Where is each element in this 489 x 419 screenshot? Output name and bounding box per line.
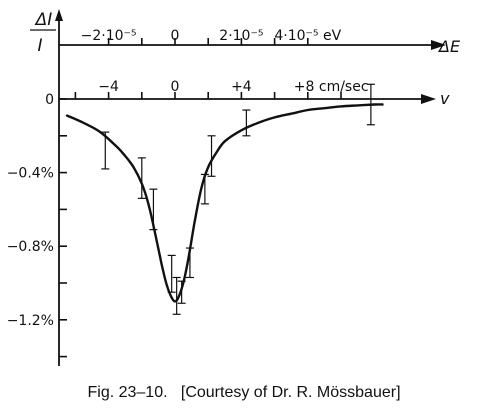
error-bar-point [366, 83, 375, 126]
y-tick-label: 0 [45, 92, 54, 108]
velocity-axis-arrowhead [421, 94, 436, 104]
velocity-tick-label: −4 [98, 79, 119, 95]
error-bar-point [242, 109, 251, 137]
energy-axis-arrowhead [431, 40, 446, 50]
velocity-axis-name: v [440, 89, 450, 108]
error-bar-point [167, 254, 176, 293]
energy-tick-label: 4·10⁻⁵ eV [274, 28, 341, 44]
energy-tick-label: 0 [171, 28, 180, 44]
error-bar-point [149, 188, 158, 231]
velocity-axis-ticks: −4 0 +4 +8 cm/sec [74, 79, 369, 99]
error-bar-point [101, 131, 110, 170]
error-bar-point [200, 173, 209, 205]
error-bar-point [172, 276, 181, 315]
error-bar-point [137, 157, 146, 199]
y-axis-arrowhead [55, 9, 63, 21]
energy-tick-label: −2·10⁻⁵ [81, 28, 137, 44]
figure-caption: Fig. 23–10. [Courtesy of Dr. R. Mössbaue… [87, 384, 400, 401]
velocity-tick-label: 0 [171, 79, 180, 95]
y-tick-label: −1.2% [7, 313, 54, 329]
energy-axis-name: ΔE [437, 37, 461, 56]
velocity-tick-label: +8 cm/sec [294, 79, 369, 95]
y-tick-label: −0.8% [7, 239, 54, 255]
velocity-tick-label: +4 [231, 79, 252, 95]
y-axis-label-numerator: ΔI [34, 10, 53, 30]
measurement-error-bars [101, 83, 375, 315]
error-bar-point [185, 247, 194, 279]
y-axis-label-denominator: I [37, 36, 42, 56]
error-bar-point [207, 135, 216, 177]
fitted-absorption-curve [65, 103, 384, 303]
error-bar-point [177, 280, 186, 304]
energy-axis-ticks: −2·10⁻⁵ 0 2·10⁻⁵ 4·10⁻⁵ eV [81, 28, 342, 45]
energy-tick-label: 2·10⁻⁵ [219, 28, 263, 44]
y-axis-ticks: 0 −0.4% −0.8% −1.2% [7, 92, 67, 358]
y-tick-label: −0.4% [7, 166, 54, 182]
